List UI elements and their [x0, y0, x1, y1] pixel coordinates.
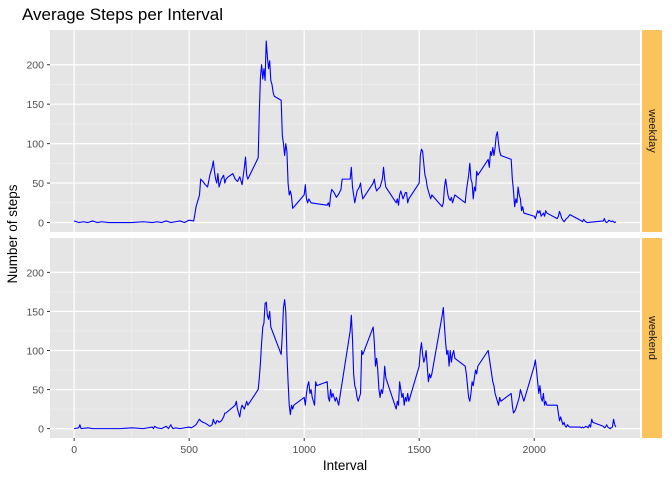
- y-tick-label: 0: [38, 424, 44, 436]
- x-tick-label: 1500: [408, 444, 432, 456]
- y-tick-label: 150: [26, 306, 44, 318]
- panel-background: [50, 30, 640, 232]
- facet-strip-label: weekday: [646, 108, 658, 153]
- x-tick-label: 2000: [523, 444, 547, 456]
- x-tick-label: 1000: [292, 444, 316, 456]
- x-tick-label: 0: [71, 444, 77, 456]
- facet-strip: [642, 238, 662, 438]
- facet-strip: [642, 30, 662, 232]
- series-line-weekend: [74, 299, 617, 430]
- y-tick-label: 150: [26, 99, 44, 111]
- y-axis-title: Number of steps: [5, 184, 20, 283]
- y-tick-label: 50: [32, 178, 44, 190]
- x-tick-label: 500: [180, 444, 198, 456]
- panel-background: [50, 238, 640, 438]
- series-line-weekday: [73, 40, 617, 224]
- y-tick-label: 0: [38, 218, 44, 230]
- x-axis-title: Interval: [323, 458, 367, 473]
- y-tick-label: 50: [32, 385, 44, 397]
- y-tick-label: 100: [26, 346, 44, 358]
- y-tick-label: 200: [26, 60, 44, 72]
- chart-title: Average Steps per Interval: [22, 5, 223, 24]
- y-tick-label: 200: [26, 267, 44, 279]
- facet-strip-label: weekend: [646, 315, 658, 360]
- y-tick-label: 100: [26, 139, 44, 151]
